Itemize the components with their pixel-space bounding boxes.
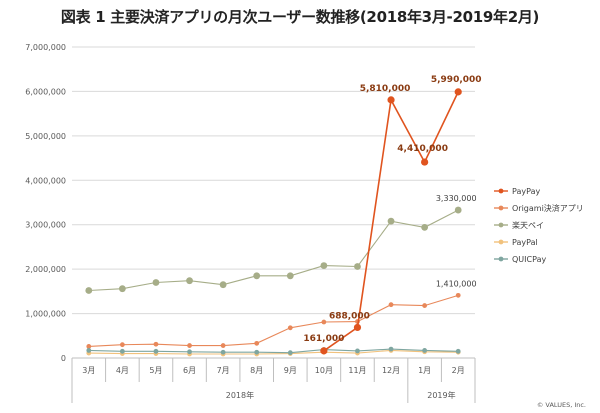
year-group-label: 2018年 [226,390,254,400]
data-point [153,348,159,354]
x-tick-label: 1月 [418,366,431,375]
data-label: 5,810,000 [360,84,411,94]
data-point [118,285,126,293]
x-tick-label: 5月 [149,366,162,375]
x-tick-label: 9月 [284,366,297,375]
copyright-credit: © VALUES, Inc. [536,401,586,409]
data-label: 3,330,000 [436,194,477,203]
x-tick-label: 2月 [452,366,465,375]
legend-label: PayPay [512,187,540,196]
chart-title: 図表 1 主要決済アプリの月次ユーザー数推移(2018年3月-2019年2月) [60,8,540,26]
series-line [88,348,459,354]
data-point [286,272,294,280]
data-point [387,96,395,104]
x-tick-label: 4月 [116,366,129,375]
data-point [388,346,394,352]
legend-swatch-marker [498,205,504,211]
data-point [454,88,462,96]
data-point [421,158,429,166]
legend-swatch-marker [498,239,504,245]
data-point [287,325,293,331]
data-point [455,348,461,354]
data-point [422,348,428,353]
data-point [220,349,226,355]
data-point [388,302,394,308]
legend-label: Origami決済アプリ [512,203,584,213]
series-lines [85,88,462,357]
legend-swatch-marker [498,222,504,228]
data-point [152,279,160,286]
data-label: 5,990,000 [431,75,482,85]
x-axis: 3月 4月 5月 6月 7月 8月 9月 10月 11月 12月 1月 2月 2018年 2019年 [71,357,476,403]
y-tick-label: 5,000,000 [25,132,66,141]
y-tick-label: 3,000,000 [25,221,66,230]
data-point [355,348,360,354]
data-point [353,323,362,332]
data-label: 688,000 [329,311,370,321]
y-axis: 0 1,000,000 2,000,000 3,000,000 4,000,000 5,0… [25,43,66,363]
legend-label: QUICPay [512,255,546,264]
data-point [354,263,361,270]
data-point [153,341,159,347]
data-point [387,217,395,225]
data-point [119,348,125,354]
y-tick-label: 4,000,000 [25,176,66,185]
x-tick-label: 12月 [382,366,400,375]
series-line [88,209,459,292]
data-point [254,349,260,355]
data-point [186,277,193,285]
x-tick-label: 6月 [183,366,196,375]
y-tick-label: 1,000,000 [25,310,66,319]
series-line [88,294,459,347]
legend-swatch-marker [498,188,504,194]
data-point [220,343,226,348]
x-tick-label: 8月 [250,366,263,375]
legend-label: 楽天ペイ [512,220,544,230]
x-tick-label: 10月 [315,366,333,375]
data-point [254,340,260,346]
legend-label: PayPal [512,238,538,247]
data-point [187,349,192,355]
data-point [320,347,328,355]
year-group-label: 2019年 [427,390,455,400]
x-tick-label: 7月 [217,366,230,375]
data-point [422,303,428,308]
data-labels: 161,000 688,000 5,810,000 4,410,000 5,990,00… [303,75,481,344]
data-point [219,281,227,289]
x-tick-label: 11月 [348,366,366,375]
series-line [88,349,459,355]
data-point [321,319,327,325]
y-tick-label: 2,000,000 [25,265,66,274]
data-point [454,206,462,214]
y-tick-label: 0 [61,354,66,363]
data-point [421,223,429,231]
data-point [187,343,192,348]
data-label: 161,000 [303,334,344,344]
y-tick-label: 6,000,000 [25,87,66,96]
data-point [86,344,92,349]
data-point [85,287,93,294]
legend-swatch-marker [498,256,504,262]
data-point [86,348,92,353]
x-tick-label: 3月 [82,366,95,375]
data-point [320,262,328,269]
y-tick-label: 7,000,000 [25,43,66,52]
data-point [253,272,261,280]
data-point [287,350,293,356]
data-point [119,342,125,348]
gridlines [72,46,475,359]
data-label: 4,410,000 [397,144,448,154]
data-point [455,292,461,298]
data-label: 1,410,000 [436,279,477,288]
